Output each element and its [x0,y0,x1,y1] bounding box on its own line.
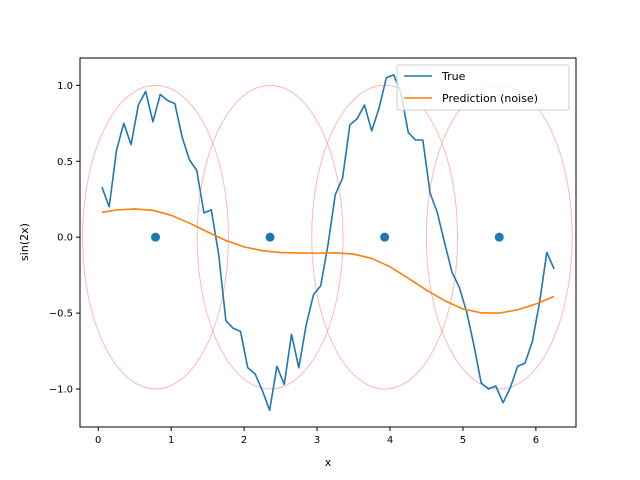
legend-label-true: True [441,70,466,83]
x-tick-label: 6 [533,435,539,446]
y-tick-label: 1.0 [57,81,73,92]
uncertainty-ellipse [196,84,344,390]
y-tick-label: −1.0 [49,385,73,396]
x-tick-label: 4 [387,435,393,446]
x-axis-label: x [325,456,332,469]
x-tick-label: 3 [314,435,320,446]
x-axis-ticks: 0 1 2 3 4 5 6 [95,427,539,446]
y-axis-label: sin(2x) [18,223,31,261]
series-layer [101,73,555,412]
x-tick-label: 5 [460,435,466,446]
legend: True Prediction (noise) [396,64,570,111]
x-tick-label: 1 [168,435,174,446]
plot-frame [79,57,577,428]
x-tick-label: 2 [241,435,247,446]
center-point [265,232,275,242]
uncertainty-ellipse [82,84,229,390]
legend-box [396,64,570,111]
y-tick-label: 0.5 [57,157,73,168]
center-point [494,232,504,242]
center-point [380,232,390,242]
center-layer [150,232,504,242]
series-line-prediction [101,208,555,314]
x-tick-label: 0 [95,435,101,446]
y-tick-label: 0.0 [57,233,73,244]
y-axis-ticks: −1.0 −0.5 0.0 0.5 1.0 [49,81,80,396]
center-point [150,232,160,242]
series-line-true [101,73,555,412]
y-tick-label: −0.5 [49,309,73,320]
legend-label-prediction: Prediction (noise) [442,92,538,105]
